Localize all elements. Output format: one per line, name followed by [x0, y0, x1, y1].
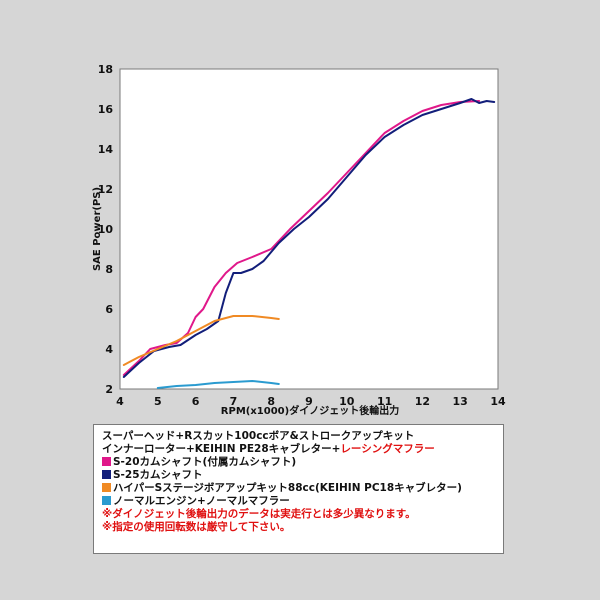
- legend-title-line2: インナーローター+KEIHIN PE28キャブレター+レーシングマフラー: [102, 443, 495, 456]
- x-tick-label: 10: [339, 395, 355, 408]
- legend-item-hyper-s: ハイパーSステージボアアップキット88cc(KEIHIN PC18キャブレター): [102, 482, 495, 495]
- y-tick-label: 2: [105, 383, 113, 396]
- y-tick-label: 8: [105, 263, 113, 276]
- x-tick-label: 4: [116, 395, 124, 408]
- series-line-s20: [122, 100, 481, 376]
- x-tick-label: 14: [490, 395, 506, 408]
- legend-label-s25: S-25カムシャフト: [113, 469, 203, 481]
- legend-item-s25: S-25カムシャフト: [102, 469, 495, 482]
- y-tick-label: 18: [98, 63, 113, 76]
- x-tick-label: 9: [305, 395, 313, 408]
- legend-box: スーパーヘッド+Rスカット100ccボア&ストロークアップキット インナーロータ…: [93, 424, 504, 554]
- legend-swatch-hyper-s: [102, 483, 111, 492]
- legend-label-s20: S-20カムシャフト(付属カムシャフト): [113, 456, 297, 468]
- series-line-s25: [122, 98, 496, 378]
- y-tick-label: 6: [105, 303, 113, 316]
- legend-label-normal: ノーマルエンジン+ノーマルマフラー: [113, 495, 290, 507]
- legend-item-s20: S-20カムシャフト(付属カムシャフト): [102, 456, 495, 469]
- y-tick-label: 16: [98, 103, 114, 116]
- legend-swatch-s20: [102, 457, 111, 466]
- x-tick-label: 8: [267, 395, 275, 408]
- y-tick-label: 4: [105, 343, 113, 356]
- x-tick-label: 5: [154, 395, 162, 408]
- legend-label-hyper-s: ハイパーSステージボアアップキット88cc(KEIHIN PC18キャブレター): [113, 482, 462, 494]
- legend-title-racing-muffler: レーシングマフラー: [340, 443, 435, 455]
- note-rpm: ※指定の使用回転数は厳守して下さい。: [102, 521, 291, 533]
- x-tick-label: 12: [415, 395, 430, 408]
- y-axis-title: SAE Power(PS): [92, 187, 103, 271]
- y-tick-label: 10: [98, 223, 114, 236]
- x-tick-label: 6: [192, 395, 200, 408]
- y-tick-label: 12: [98, 183, 113, 196]
- y-tick-label: 14: [98, 143, 114, 156]
- legend-swatch-s25: [102, 470, 111, 479]
- x-axis-title: RPM(x1000)ダイノジェット後輪出力: [221, 404, 399, 417]
- plot-area: [119, 68, 499, 390]
- legend-title-line1: スーパーヘッド+Rスカット100ccボア&ストロークアップキット: [102, 430, 415, 442]
- legend-item-normal: ノーマルエンジン+ノーマルマフラー: [102, 495, 495, 508]
- x-tick-label: 11: [377, 395, 392, 408]
- series-line-normal: [156, 380, 280, 389]
- x-tick-label: 13: [453, 395, 468, 408]
- legend-title-part1: インナーローター+KEIHIN PE28キャブレター+: [102, 443, 341, 455]
- legend-swatch-normal: [102, 496, 111, 505]
- series-line-hyper-s: [122, 315, 280, 366]
- note-dyno: ※ダイノジェット後輪出力のデータは実走行とは多少異なります。: [102, 508, 416, 520]
- x-tick-label: 7: [230, 395, 238, 408]
